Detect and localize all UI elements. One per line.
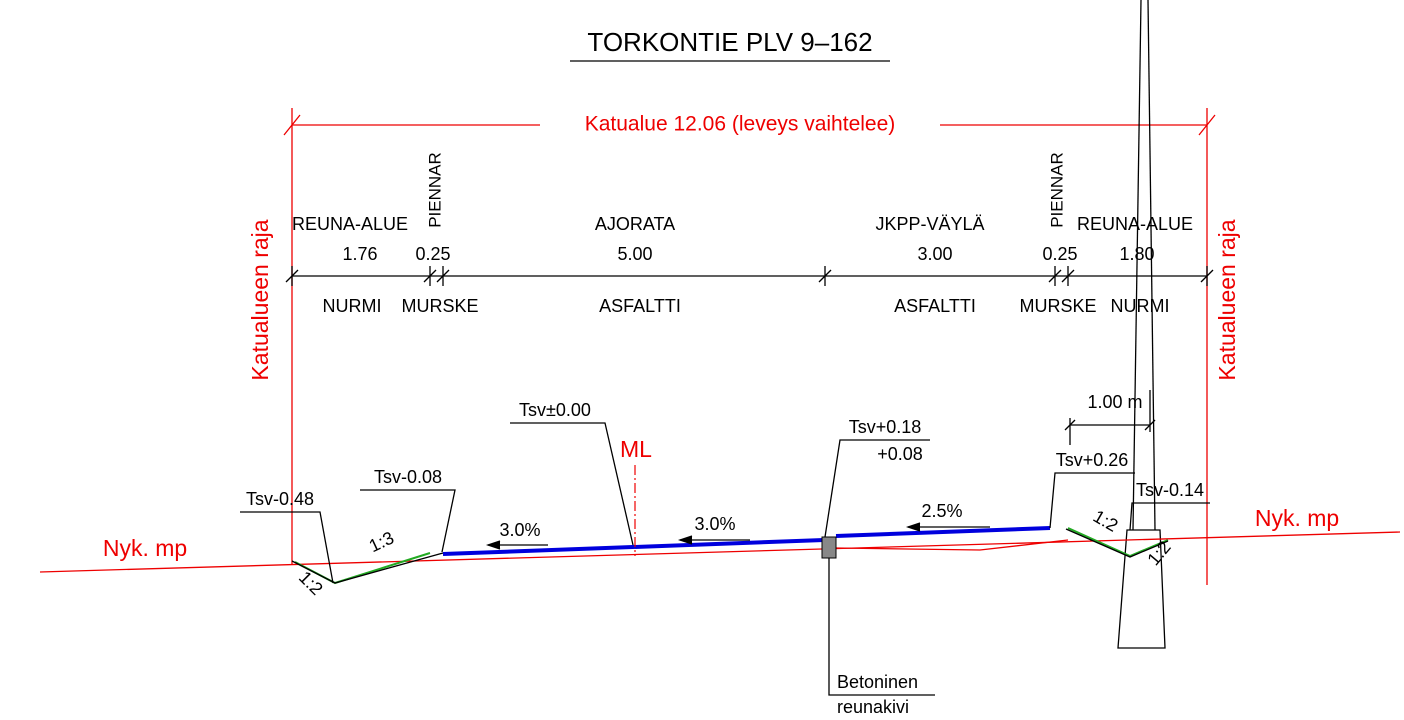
section-material: MURSKE (401, 296, 478, 316)
section-material: NURMI (323, 296, 382, 316)
leaders (240, 422, 1210, 696)
carriageway (442, 538, 825, 556)
pole (1117, 0, 1166, 649)
section-name: AJORATA (595, 214, 675, 234)
offset-label: 1.00 m (1087, 392, 1142, 412)
section-width: 3.00 (917, 244, 952, 264)
ratio-label: 1:2 (1143, 537, 1174, 569)
ratio-label: 1:2 (1090, 506, 1122, 536)
title: TORKONTIE PLV 9–162 (587, 27, 872, 57)
ground-label: Nyk. mp (103, 535, 187, 561)
section-width: 5.00 (617, 244, 652, 264)
offset-dimension (1064, 390, 1156, 445)
centerline-label: ML (620, 436, 652, 462)
level-label: Tsv-0.08 (374, 467, 442, 487)
section-name: PIENNAR (425, 152, 444, 228)
section-width: 0.25 (415, 244, 450, 264)
left-ditch-edge (291, 552, 444, 584)
right-ditch-edge (1065, 528, 1169, 558)
section-ticks (285, 266, 1214, 286)
slope-label: 3.0% (499, 520, 540, 540)
existing-ground-detail (835, 539, 1069, 551)
section-name: REUNA-ALUE (1077, 214, 1193, 234)
section-material: ASFALTTI (894, 296, 976, 316)
section-width: 1.76 (342, 244, 377, 264)
section-name: REUNA-ALUE (292, 214, 408, 234)
section-material: NURMI (1111, 296, 1170, 316)
ratio-label: 1:2 (295, 567, 327, 599)
level-label: Tsv-0.14 (1136, 480, 1204, 500)
slope-label: 2.5% (921, 501, 962, 521)
boundary-label: Katualueen raja (247, 219, 273, 380)
slope-label: 3.0% (694, 514, 735, 534)
level-label: Tsv±0.00 (519, 400, 591, 420)
level-label: Tsv+0.18 (849, 417, 922, 437)
level-label: +0.08 (877, 444, 923, 464)
curb (821, 536, 837, 559)
cycle-path (835, 526, 1051, 538)
right-ditch (1067, 527, 1169, 558)
curb-label: Betoninen (837, 672, 918, 692)
existing-ground (39, 531, 1401, 573)
section-name: JKPP-VÄYLÄ (875, 214, 984, 234)
curb-label: reunakivi (837, 697, 909, 717)
level-label: Tsv+0.26 (1056, 450, 1129, 470)
section-width: 0.25 (1042, 244, 1077, 264)
slope-arrows (485, 522, 990, 550)
section-name: PIENNAR (1047, 152, 1066, 228)
section-material: MURSKE (1019, 296, 1096, 316)
boundary-label: Katualueen raja (1214, 219, 1240, 380)
ground-label: Nyk. mp (1255, 505, 1339, 531)
ratio-label: 1:3 (366, 528, 397, 557)
section-material: ASFALTTI (599, 296, 681, 316)
extent-label: Katualue 12.06 (leveys vaihtelee) (585, 113, 896, 136)
level-label: Tsv-0.48 (246, 489, 314, 509)
